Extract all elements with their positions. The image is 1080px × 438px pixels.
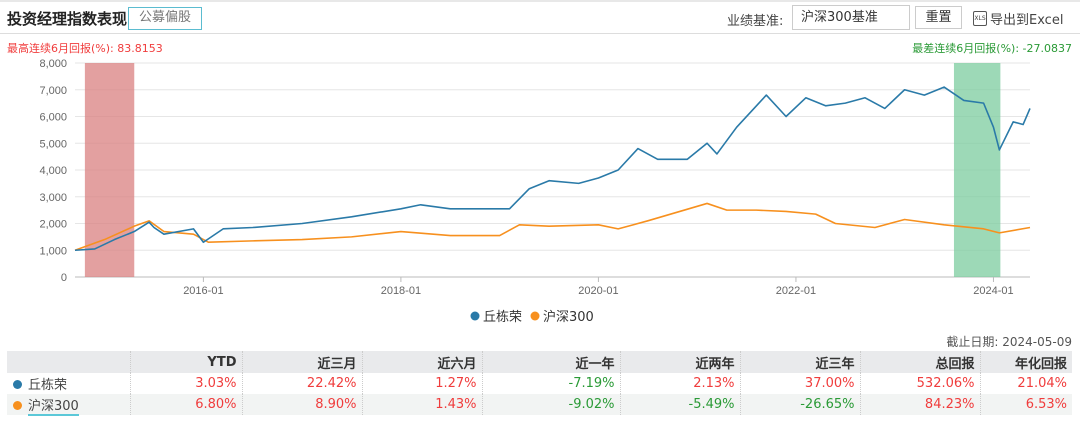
legend-marker-icon [470, 311, 480, 321]
return-cell: 3.03% [130, 373, 243, 394]
col-header: 近三月 [242, 351, 363, 373]
table-row: 丘栋荣 3.03% 22.42% 1.27% -7.19% 2.13% 37.00% 532.… [7, 373, 1072, 394]
max-6m-band [84, 63, 135, 277]
returns-table: YTD 近三月 近六月 近一年 近两年 近三年 总回报 年化回报 丘栋荣 3.03… [7, 351, 1072, 416]
series-line-fund [74, 86, 1031, 252]
return-cell: 37.00% [740, 373, 861, 394]
y-tick-label: 4,000 [39, 165, 67, 177]
return-cell: 8.90% [242, 394, 363, 415]
col-header: YTD [130, 351, 243, 373]
series-name: 丘栋荣 [28, 378, 68, 393]
return-cell: 22.42% [242, 373, 363, 394]
export-excel-button[interactable]: XLS 导出到Excel [973, 9, 1063, 28]
as-of-date: 截止日期: 2024-05-09 [946, 335, 1072, 349]
return-cell: 2.13% [620, 373, 741, 394]
series-name-cell[interactable]: 沪深300 [7, 394, 131, 416]
x-tick-label: 2022-01 [776, 285, 816, 297]
y-tick-label: 3,000 [39, 192, 67, 204]
y-tick-label: 7,000 [39, 85, 67, 97]
legend-marker-icon [530, 311, 540, 321]
col-header [7, 351, 131, 373]
benchmark-input[interactable]: 沪深300基准 [792, 5, 910, 30]
return-cell: 532.06% [860, 373, 981, 394]
series-dot-icon [13, 401, 22, 410]
min-6m-return: 最差连续6月回报(%): -27.0837 [912, 42, 1072, 55]
legend-item: 丘栋荣 [483, 309, 522, 325]
return-cell: -7.19% [482, 373, 621, 394]
xls-file-icon: XLS [973, 11, 987, 26]
performance-chart: 0 1,000 2,000 3,000 4,000 5,000 6,000 7,000 8,00… [39, 58, 1031, 325]
y-tick-label: 2,000 [39, 219, 67, 231]
y-tick-label: 5,000 [39, 138, 67, 150]
x-tick-label: 2024-01 [973, 285, 1013, 297]
return-cell: 6.53% [980, 394, 1072, 415]
series-dot-icon [13, 380, 22, 389]
col-header: 近一年 [482, 351, 621, 373]
page-title: 投资经理指数表现 [7, 10, 128, 28]
legend-item: 沪深300 [543, 309, 594, 325]
y-tick-label: 8,000 [39, 58, 67, 70]
col-header: 近两年 [620, 351, 741, 373]
col-header: 近六月 [362, 351, 483, 373]
col-header: 总回报 [860, 351, 981, 373]
benchmark-label: 业绩基准: [727, 14, 784, 29]
x-tick-label: 2016-01 [183, 285, 223, 297]
top-border [0, 0, 1080, 2]
min-6m-band [953, 63, 1001, 277]
table-row: 沪深300 6.80% 8.90% 1.43% -9.02% -5.49% -26.65% 8… [7, 394, 1072, 416]
return-cell: 1.27% [362, 373, 483, 394]
series-line-benchmark [74, 202, 1031, 252]
col-header: 近三年 [740, 351, 861, 373]
category-tag[interactable]: 公募偏股 [128, 7, 202, 30]
return-cell: -9.02% [482, 394, 621, 415]
export-label: 导出到Excel [990, 13, 1064, 28]
y-tick-label: 1,000 [39, 245, 67, 257]
series-name[interactable]: 沪深300 [28, 399, 79, 416]
y-tick-label: 6,000 [39, 112, 67, 124]
col-header: 年化回报 [980, 351, 1072, 373]
return-cell: 1.43% [362, 394, 483, 415]
return-cell: 6.80% [130, 394, 243, 415]
return-cell: -5.49% [620, 394, 741, 415]
max-6m-return: 最高连续6月回报(%): 83.8153 [7, 42, 163, 55]
x-tick-label: 2018-01 [381, 285, 421, 297]
return-cell: -26.65% [740, 394, 861, 415]
table-header-row: YTD 近三月 近六月 近一年 近两年 近三年 总回报 年化回报 [7, 351, 1072, 373]
return-cell: 84.23% [860, 394, 981, 415]
series-name-cell: 丘栋荣 [7, 373, 131, 394]
x-tick-label: 2020-01 [578, 285, 618, 297]
return-cell: 21.04% [1017, 376, 1067, 391]
header-divider [0, 33, 1080, 34]
reset-button[interactable]: 重置 [915, 6, 962, 29]
y-tick-label: 0 [61, 272, 67, 284]
